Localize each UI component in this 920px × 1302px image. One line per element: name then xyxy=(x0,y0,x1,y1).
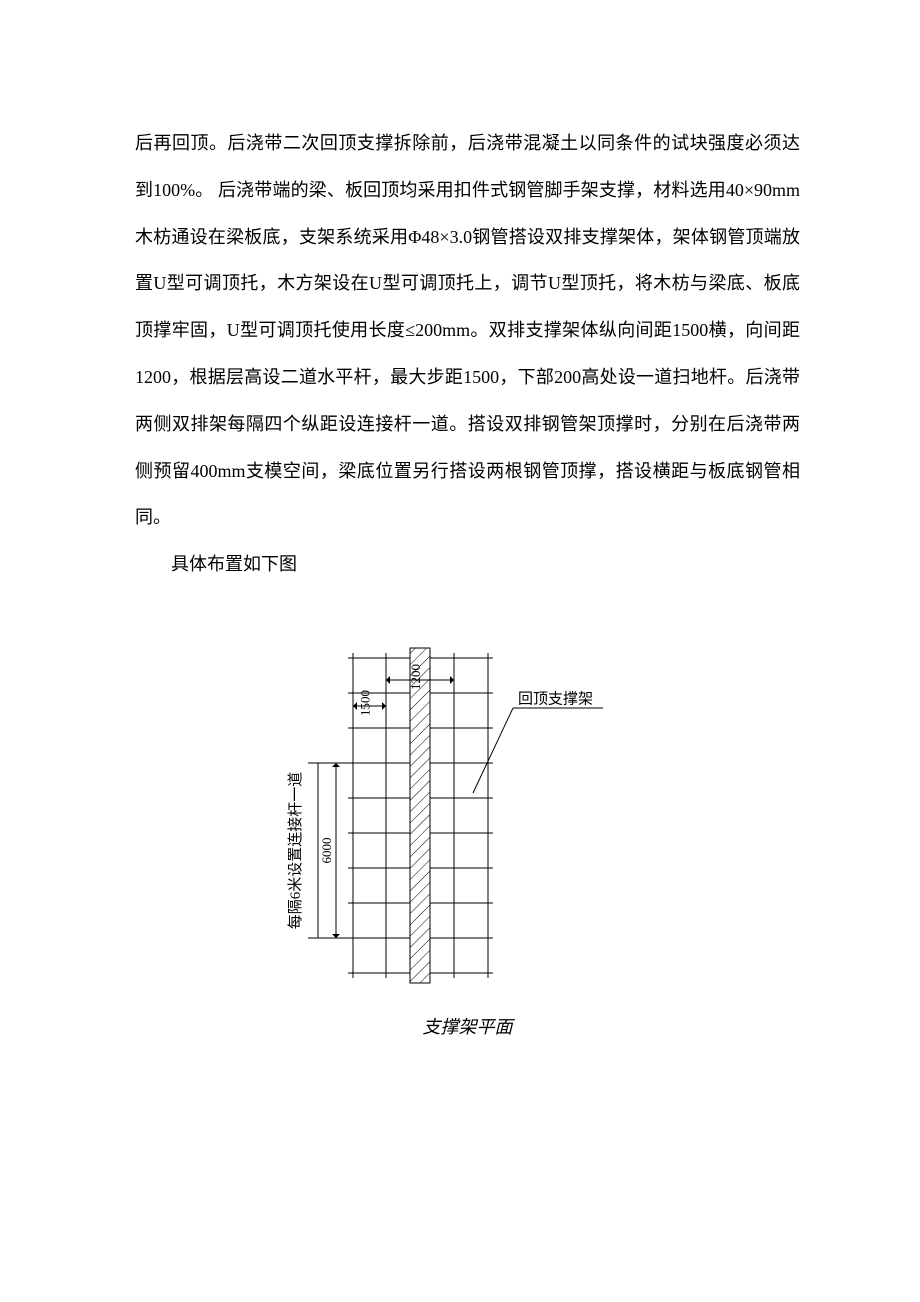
svg-text:每隔6米设置连接杆一道: 每隔6米设置连接杆一道 xyxy=(287,772,304,930)
diagram-container: 1200 1500 6000 每隔6米设置连接杆一道 回顶支撑架 xyxy=(135,638,800,998)
sub-paragraph: 具体布置如下图 xyxy=(135,541,800,588)
body-paragraph: 后再回顶。后浇带二次回顶支撑拆除前，后浇带混凝土以同条件的试块强度必须达到100… xyxy=(135,120,800,541)
diagram-caption: 支撑架平面 xyxy=(135,1013,800,1039)
svg-text:回顶支撑架: 回顶支撑架 xyxy=(518,690,593,707)
svg-text:1200: 1200 xyxy=(408,664,423,690)
svg-text:1500: 1500 xyxy=(357,690,372,716)
svg-text:6000: 6000 xyxy=(319,837,334,863)
support-frame-plan-diagram: 1200 1500 6000 每隔6米设置连接杆一道 回顶支撑架 xyxy=(278,638,658,998)
